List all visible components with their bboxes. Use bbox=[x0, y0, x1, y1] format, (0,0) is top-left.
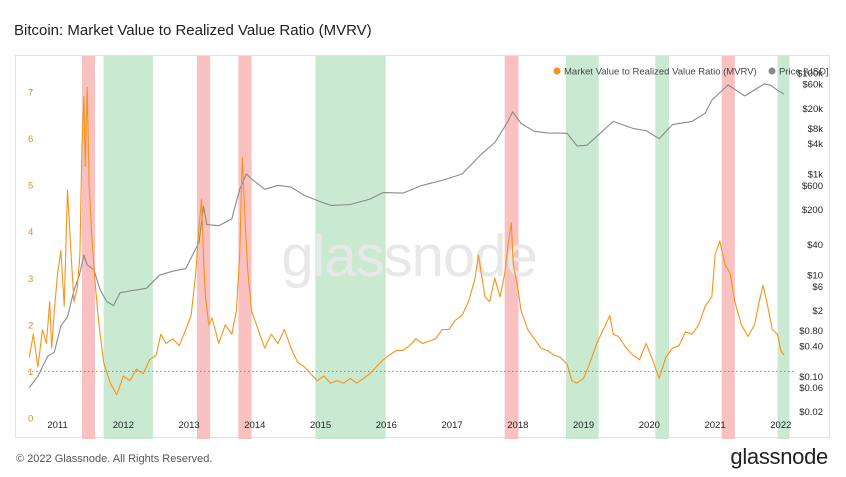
right-tick-label: $0.40 bbox=[799, 341, 823, 352]
watermark: glassnode bbox=[281, 224, 536, 289]
right-tick-label: $0.10 bbox=[799, 372, 823, 383]
left-tick-label: 1 bbox=[28, 367, 33, 378]
legend[interactable]: Market Value to Realized Value Ratio (MV… bbox=[553, 67, 829, 78]
left-tick-label: 0 bbox=[28, 414, 33, 425]
left-tick-label: 7 bbox=[28, 87, 33, 98]
x-tick-label: 2019 bbox=[573, 420, 594, 431]
legend-mvrv-label: Market Value to Realized Value Ratio (MV… bbox=[564, 67, 757, 78]
green-band-7 bbox=[655, 56, 670, 439]
left-axis-ticks: 0 1 2 3 4 5 6 7 bbox=[28, 87, 33, 424]
left-tick-label: 4 bbox=[28, 227, 33, 238]
x-tick-label: 2022 bbox=[770, 420, 791, 431]
right-tick-label: $0.02 bbox=[799, 407, 823, 418]
right-tick-label: $0.06 bbox=[799, 383, 823, 394]
right-tick-label: $60k bbox=[802, 80, 823, 91]
right-tick-label: $100k bbox=[797, 68, 823, 79]
cycle-bands bbox=[81, 56, 790, 439]
green-band-9 bbox=[777, 56, 790, 439]
right-axis-ticks: $0.02 $0.06$0.10 $0.40 $0.80 $2 $6$10 $40 $200 $… bbox=[797, 68, 823, 418]
left-tick-label: 2 bbox=[28, 320, 33, 331]
x-tick-label: 2018 bbox=[507, 420, 528, 431]
left-tick-label: 6 bbox=[28, 134, 33, 145]
green-band-4 bbox=[315, 56, 386, 439]
page-title: Bitcoin: Market Value to Realized Value … bbox=[14, 22, 372, 39]
right-tick-label: $0.80 bbox=[799, 326, 823, 337]
left-tick-label: 3 bbox=[28, 274, 33, 285]
x-tick-label: 2011 bbox=[47, 420, 67, 431]
x-tick-label: 2015 bbox=[310, 420, 331, 431]
right-tick-label: $200 bbox=[802, 205, 823, 216]
legend-price-marker bbox=[768, 67, 776, 75]
red-band-5 bbox=[504, 56, 519, 439]
red-band-3 bbox=[238, 56, 252, 439]
legend-mvrv-marker bbox=[553, 67, 561, 75]
left-tick-label: 5 bbox=[28, 181, 33, 192]
right-tick-label: $6 bbox=[812, 282, 823, 293]
mvrv-series bbox=[28, 86, 785, 396]
green-band-6 bbox=[565, 56, 599, 439]
right-tick-label: $600 bbox=[802, 181, 823, 192]
x-tick-label: 2013 bbox=[179, 420, 200, 431]
x-tick-label: 2016 bbox=[376, 420, 397, 431]
mvrv-line-path bbox=[28, 86, 785, 396]
x-tick-label: 2012 bbox=[113, 420, 134, 431]
x-tick-label: 2014 bbox=[244, 420, 265, 431]
right-tick-label: $2 bbox=[812, 306, 823, 317]
right-tick-label: $10 bbox=[807, 271, 823, 282]
green-band-1 bbox=[103, 56, 153, 439]
right-tick-label: $8k bbox=[808, 124, 824, 135]
x-tick-label: 2020 bbox=[639, 420, 660, 431]
price-line-path bbox=[28, 83, 785, 388]
x-axis-ticks: 2011 2012 2013 2014 2015 2016 2017 2018 2019 2020… bbox=[47, 420, 791, 431]
copyright-text: © 2022 Glassnode. All Rights Reserved. bbox=[16, 453, 213, 465]
right-tick-label: $20k bbox=[802, 104, 823, 115]
right-tick-label: $4k bbox=[808, 139, 824, 150]
glassnode-logo[interactable]: glassnode bbox=[730, 444, 828, 469]
red-band-8 bbox=[721, 56, 735, 439]
right-tick-label: $40 bbox=[807, 240, 823, 251]
x-tick-label: 2021 bbox=[705, 420, 726, 431]
x-tick-label: 2017 bbox=[442, 420, 463, 431]
legend-price-label: Price [USD] bbox=[779, 67, 829, 78]
price-series bbox=[28, 83, 785, 388]
right-tick-label: $1k bbox=[808, 170, 824, 181]
